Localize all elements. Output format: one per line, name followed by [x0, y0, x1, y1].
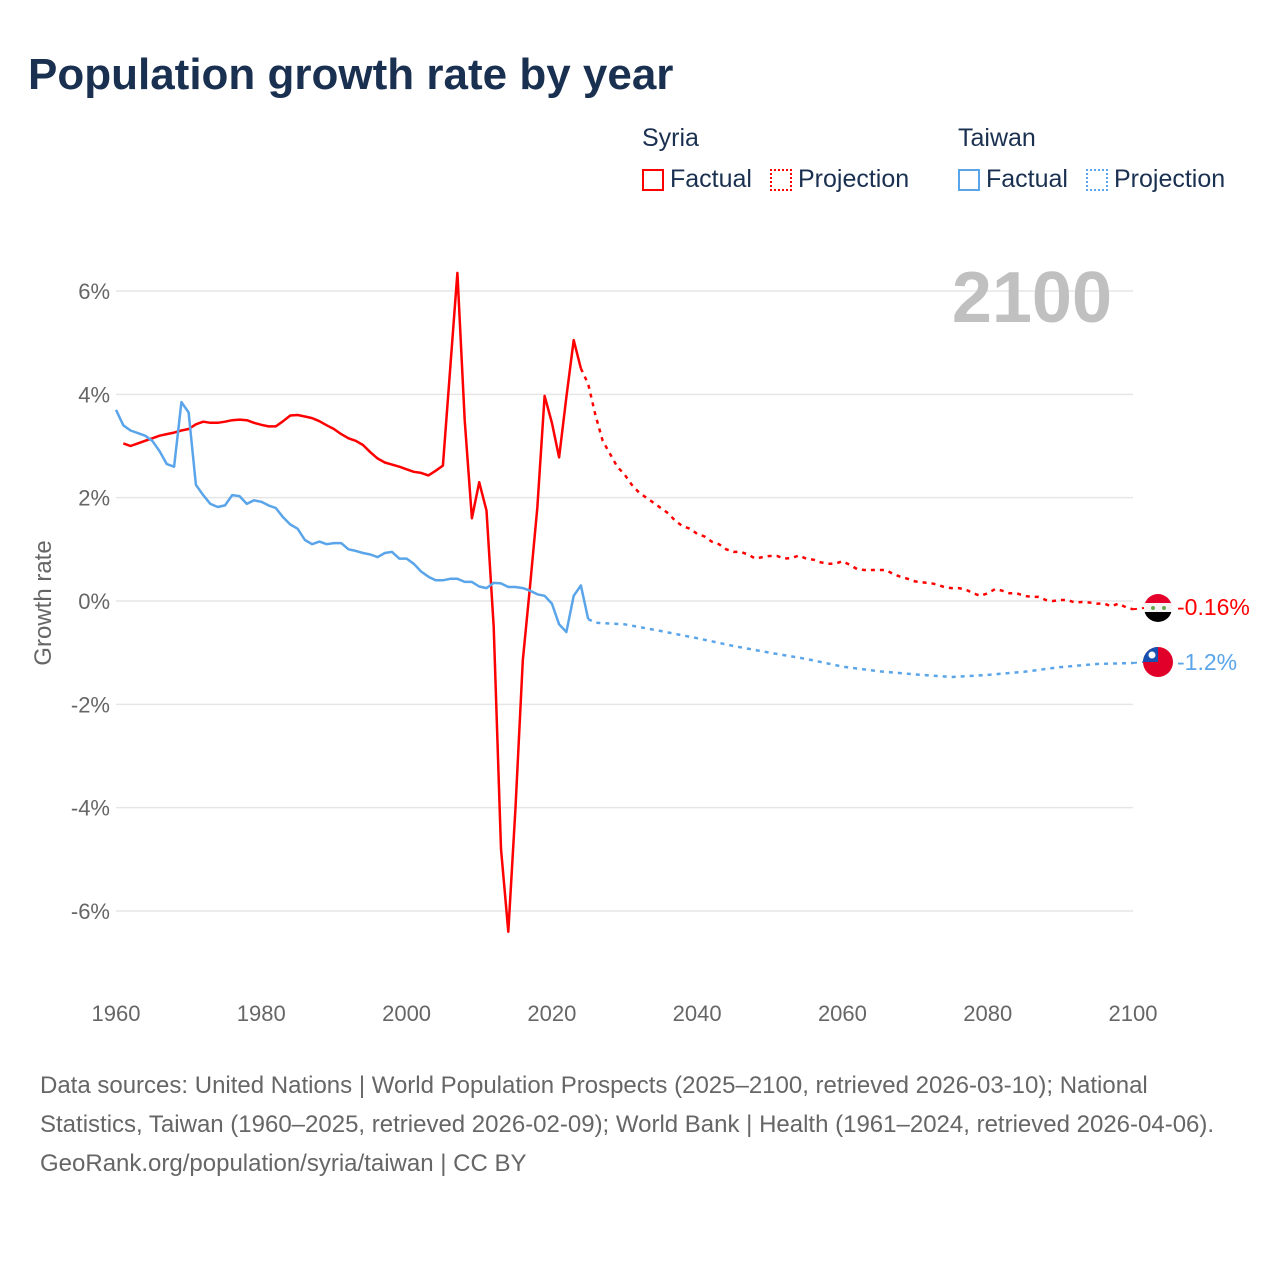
syria-connector — [1132, 607, 1145, 611]
legend-syria-factual[interactable]: Factual — [642, 165, 752, 194]
chart-title: Population growth rate by year — [28, 50, 674, 99]
legend-taiwan-projection[interactable]: Projection — [1085, 165, 1226, 194]
legend-label: Factual — [670, 165, 752, 193]
syria-end-label: -0.16% — [1177, 594, 1250, 620]
legend-group-label: Syria — [642, 124, 699, 152]
taiwan-end-label: -1.2% — [1177, 649, 1237, 675]
y-tick-label: 6% — [78, 279, 110, 304]
legend-syria: Syria Factual Projection — [642, 124, 909, 194]
x-tick-label: 2040 — [673, 1001, 722, 1026]
syria-factual-line — [122, 271, 583, 933]
legend-taiwan-factual[interactable]: Factual — [958, 165, 1068, 194]
y-tick-label: -6% — [71, 899, 110, 924]
taiwan-projection-line — [587, 617, 1134, 679]
y-axis-label: Growth rate — [30, 540, 57, 665]
y-tick-label: -4% — [71, 796, 110, 821]
dotted-swatch-icon — [769, 168, 792, 191]
legend-taiwan: Taiwan Factual Projection — [958, 124, 1225, 194]
data-sources: Data sources: United Nations | World Pop… — [40, 1072, 1215, 1138]
x-tick-label: 1980 — [237, 1001, 286, 1026]
syria-flag-icon — [1144, 594, 1172, 622]
x-tick-label: 2100 — [1109, 1001, 1158, 1026]
legend-label: Factual — [986, 165, 1068, 193]
year-indicator: 2100 — [952, 258, 1112, 338]
x-tick-label: 2000 — [382, 1001, 431, 1026]
y-tick-label: 0% — [78, 589, 110, 614]
x-tick-label: 1960 — [92, 1001, 141, 1026]
x-tick-label: 2060 — [818, 1001, 867, 1026]
y-tick-label: 2% — [78, 486, 110, 511]
credit-link[interactable]: GeoRank.org/population/syria/taiwan | CC… — [40, 1150, 527, 1177]
legend-label: Projection — [1113, 165, 1226, 193]
legend-group-label: Taiwan — [958, 124, 1036, 152]
taiwan-connector — [1132, 661, 1144, 664]
y-tick-label: 4% — [78, 382, 110, 407]
solid-swatch-icon — [958, 168, 980, 191]
solid-swatch-icon — [642, 168, 664, 191]
legend-syria-projection[interactable]: Projection — [769, 165, 910, 194]
legend-label: Projection — [797, 165, 910, 193]
taiwan-flag-icon — [1143, 647, 1173, 677]
footer: Data sources: United Nations | World Pop… — [40, 1066, 1250, 1183]
syria-projection-line — [579, 367, 1134, 611]
x-tick-label: 2020 — [527, 1001, 576, 1026]
x-tick-label: 2080 — [963, 1001, 1012, 1026]
dotted-swatch-icon — [1085, 168, 1108, 191]
taiwan-factual-line — [114, 400, 590, 634]
y-tick-label: -2% — [71, 692, 110, 717]
